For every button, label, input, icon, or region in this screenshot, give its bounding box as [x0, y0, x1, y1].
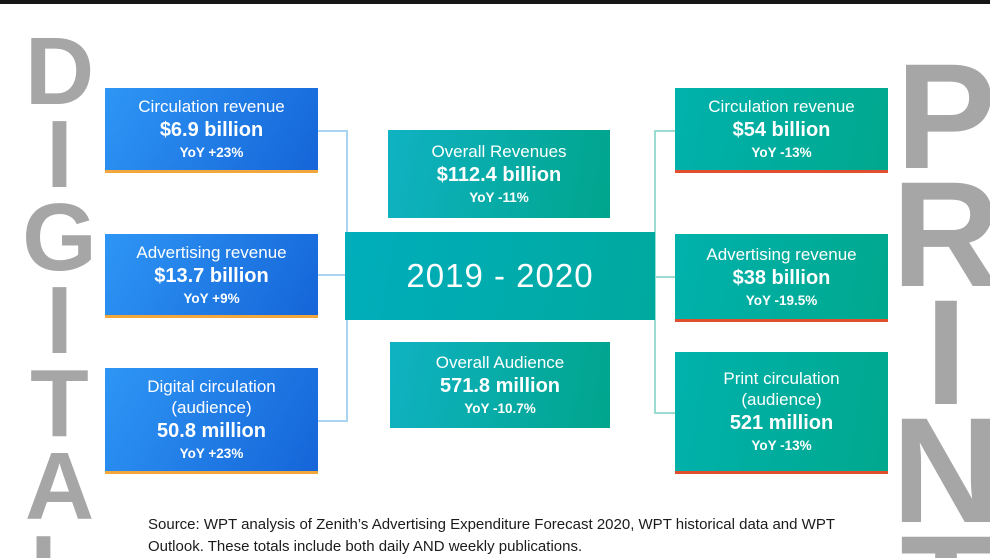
- year-range-box: 2019 - 2020: [345, 232, 655, 320]
- box-yoy: YoY -11%: [469, 190, 529, 206]
- box-label: Advertising revenue: [136, 242, 287, 262]
- source-note: Source: WPT analysis of Zenith’s Adverti…: [148, 516, 835, 555]
- box-label: Digital circulation (audience): [147, 376, 276, 418]
- box-yoy: YoY -13%: [751, 145, 812, 161]
- digital-circulation-audience-box: Digital circulation (audience) 50.8 mill…: [105, 368, 318, 474]
- box-value: 50.8 million: [157, 420, 266, 443]
- box-value: $112.4 billion: [436, 164, 562, 187]
- print-circulation-revenue-box: Circulation revenue $54 billion YoY -13%: [675, 88, 888, 173]
- box-label: Overall Revenues: [431, 142, 567, 162]
- year-range-label: 2019 - 2020: [406, 257, 594, 294]
- box-yoy: YoY +9%: [183, 290, 240, 306]
- box-yoy: YoY -13%: [751, 438, 812, 454]
- digital-advertising-revenue-box: Advertising revenue $13.7 billion YoY +9…: [105, 234, 318, 318]
- digital-circulation-revenue-box: Circulation revenue $6.9 billion YoY +23…: [105, 88, 318, 173]
- overall-revenues-box: Overall Revenues $112.4 billion YoY -11%: [388, 130, 610, 218]
- box-yoy: YoY -10.7%: [464, 401, 536, 417]
- box-value: 521 million: [729, 412, 834, 435]
- box-label: Advertising revenue: [706, 244, 857, 264]
- overall-audience-box: Overall Audience 571.8 million YoY -10.7…: [390, 342, 610, 428]
- box-label: Circulation revenue: [708, 97, 855, 117]
- print-circulation-audience-box: Print circulation (audience) 521 million…: [675, 352, 888, 474]
- box-label: Overall Audience: [435, 353, 565, 373]
- box-yoy: YoY -19.5%: [745, 292, 818, 308]
- box-value: 571.8 million: [439, 375, 561, 398]
- box-value: $38 billion: [732, 266, 831, 289]
- box-label: Print circulation (audience): [723, 368, 840, 410]
- box-value: $54 billion: [732, 119, 831, 142]
- box-value: $6.9 billion: [159, 119, 264, 142]
- box-yoy: YoY +23%: [179, 145, 244, 161]
- digital-watermark-text: DIGITAL: [6, 18, 113, 558]
- box-value: $13.7 billion: [154, 264, 269, 287]
- print-advertising-revenue-box: Advertising revenue $38 billion YoY -19.…: [675, 234, 888, 322]
- box-label: Circulation revenue: [138, 97, 285, 117]
- box-yoy: YoY +23%: [179, 446, 244, 462]
